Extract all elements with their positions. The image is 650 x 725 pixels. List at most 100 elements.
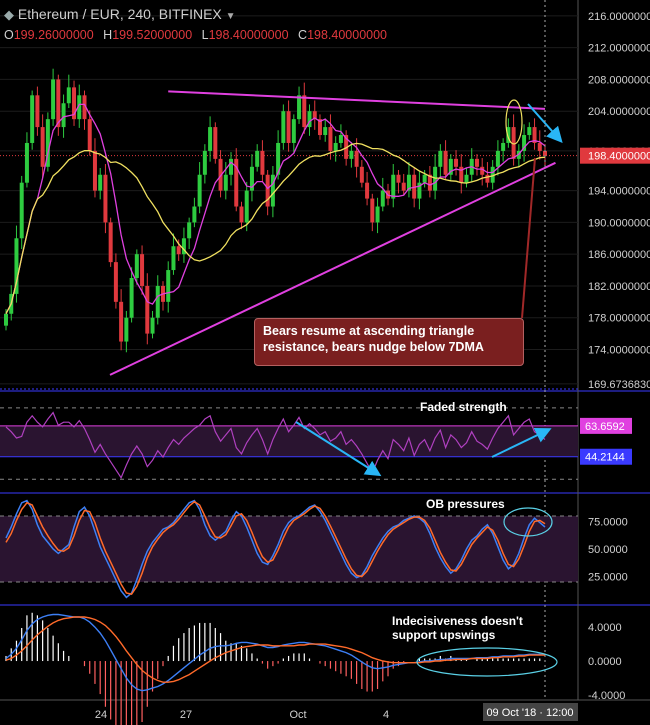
current-price-label: 198.4000000 [588,151,650,163]
candle-body [229,158,234,175]
candle-body [77,95,82,120]
candle-body [98,174,103,191]
candle-body [401,182,406,191]
candle-body [291,119,296,143]
candle-body [150,317,155,334]
time-tick-label: 24 [95,709,107,721]
symbol-icon: ◆ [4,7,14,22]
candle-body [333,142,338,151]
candle-body [506,127,511,143]
stoch-d-line [5,500,546,595]
stoch-tick-label: 50.0000 [588,544,628,556]
candle-body [370,198,375,223]
low-value: 198.40000000 [208,28,289,42]
candle-body [213,127,218,159]
price-tick-label: 208.0000000 [588,74,650,86]
candle-body [61,103,66,128]
chart-header: ◆ Ethereum / EUR, 240, BITFINEX ▼ [4,6,236,23]
ohlc-readout: O199.26000000 H199.52000000 L198.4000000… [4,28,387,42]
candle-body [218,158,223,191]
candle-body [35,95,40,128]
candle-body [187,222,192,239]
trendline-descending-resistance [168,90,546,110]
candle-body [87,119,92,151]
rsi-label: Faded strength [420,400,507,414]
trendline-ascending-support [109,161,556,376]
price-annotation: Bears resume at ascending triangle resis… [254,318,524,366]
candle-body [511,127,516,159]
rsi-value-label: 44.2144 [585,452,625,464]
candle-body [480,166,485,175]
macd-tick-label: -4.0000 [588,690,625,702]
candle-body [443,150,448,175]
candle-body [129,278,134,318]
candle-body [145,285,150,334]
stoch-tick-label: 25.0000 [588,572,628,584]
candle-body [543,150,547,156]
candle-body [30,95,35,143]
price-tick-label: 190.0000000 [588,217,650,229]
candle-body [72,87,77,120]
time-tick-label: Oct [289,709,306,721]
chevron-down-icon[interactable]: ▼ [225,11,236,22]
candle-body [359,166,364,183]
candle-body [464,174,469,183]
price-tick-label: 169.6736830 [588,379,650,391]
candle-body [155,285,160,318]
candle-body [119,301,124,342]
candle-body [474,158,479,167]
rsi-value-label: 63.6592 [585,421,625,433]
candle-body [134,254,139,279]
price-tick-label: 178.0000000 [588,313,650,325]
cursor-time-label: 09 Oct '18 · 12:00 [486,707,573,719]
cursor-time-box [483,703,578,721]
price-tick-label: 216.0000000 [588,11,650,23]
rsi-up-arrow [491,428,552,458]
price-tick-label: 186.0000000 [588,249,650,261]
stochastic-label: OB pressures [426,497,505,511]
candle-body [234,158,239,207]
rsi-down-arrow [295,421,382,477]
candle-body [223,174,228,191]
macd-label: Indecisiveness doesn't support upswings [392,614,523,642]
candle-body [176,246,181,255]
candle-body [338,135,343,143]
candle-body [454,158,459,167]
rsi-line [5,411,546,479]
macd-tick-label: 4.0000 [588,622,622,634]
candle-body [448,158,453,175]
macd-tick-label: 0.0000 [588,656,622,668]
close-key: C [298,28,308,42]
candle-body [312,111,317,120]
candle-body [501,142,506,151]
time-tick-label: 27 [180,709,192,721]
high-key: H [103,28,113,42]
candle-body [495,150,500,167]
candle-body [40,127,45,167]
candle-body [140,254,145,286]
candle-body [459,166,464,183]
candle-body [307,111,312,128]
candle-body [82,95,87,120]
candle-body [286,111,291,143]
stoch-tick-label: 75.0000 [588,517,628,529]
candle-body [166,270,171,302]
highlight-ellipse [505,99,523,145]
candle-body [66,87,71,104]
candle-body [532,127,537,143]
close-value: 198.40000000 [307,28,388,42]
price-tick-label: 212.0000000 [588,43,650,55]
low-key: L [201,28,209,42]
candle-body [171,246,176,271]
candle-body [422,174,427,183]
candle-body [406,174,411,191]
candle-body [417,182,422,199]
price-tick-label: 174.0000000 [588,344,650,356]
candle-body [317,119,322,136]
chart-title[interactable]: Ethereum / EUR, 240, BITFINEX [17,6,222,22]
current-price-box [580,147,650,164]
candle-body [490,166,495,183]
candle-body [527,127,532,136]
stoch-k-line [5,499,546,599]
